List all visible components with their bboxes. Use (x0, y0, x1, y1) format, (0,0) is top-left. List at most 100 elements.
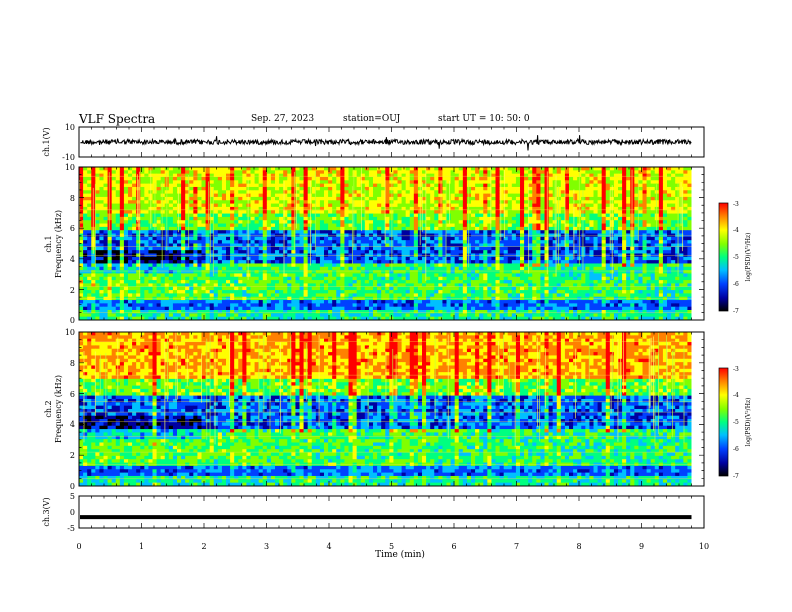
spec-cell (618, 186, 623, 191)
spec-cell (503, 243, 509, 248)
spec-cell (266, 250, 272, 254)
spec-cell (560, 216, 566, 221)
spec-cell (230, 233, 235, 238)
spec-cell (319, 250, 325, 254)
spec-cell (397, 246, 402, 251)
spec-cell (242, 210, 247, 214)
spec-cell (283, 180, 288, 185)
spec-cell (303, 240, 309, 244)
spec-cell (99, 203, 104, 208)
spec-cell (356, 206, 362, 211)
spec-cell (544, 206, 549, 211)
spec-cell (385, 240, 390, 244)
spec-cell (352, 233, 358, 238)
spec-cell (328, 253, 333, 258)
spec-cell (422, 226, 427, 231)
spec-cell (315, 250, 321, 254)
spec-cell (205, 263, 211, 268)
spec-cell (377, 230, 382, 234)
spec-cell (177, 190, 182, 195)
spec-cell (466, 200, 472, 204)
spec-cell (177, 266, 182, 271)
spec-cell (238, 260, 243, 264)
spec-cell (475, 216, 480, 221)
spec-cell (295, 176, 300, 181)
spec-cell (303, 183, 309, 188)
spec-cell (364, 266, 370, 271)
spec-cell (454, 216, 460, 221)
spec-cell (270, 186, 276, 191)
spec-cell (417, 167, 423, 171)
spec-cell (156, 276, 162, 281)
spec-cell (164, 253, 170, 258)
spec-cell (287, 263, 292, 268)
spec-cell (103, 173, 108, 178)
spec-cell (99, 243, 104, 248)
spec-cell (319, 260, 325, 264)
spec-cell (168, 266, 174, 271)
spec-cell (393, 270, 398, 274)
spec-cell (413, 170, 419, 175)
spec-cell (642, 253, 647, 258)
spec-cell (642, 210, 647, 214)
spec-cell (115, 250, 121, 254)
spec-cell (593, 240, 598, 244)
spec-cell (381, 190, 386, 195)
spec-cell (328, 263, 333, 268)
spec-cell (246, 273, 251, 278)
spec-cell (156, 183, 162, 188)
spec-cell (683, 190, 688, 195)
spec-cell (528, 180, 533, 185)
spec-cell (589, 226, 594, 231)
spec-cell (107, 246, 113, 251)
spec-cell (324, 260, 329, 264)
spec-cell (287, 216, 292, 221)
spec-cell (495, 260, 500, 264)
spec-cell (123, 173, 129, 178)
spec-cell (466, 256, 472, 261)
spec-cell (503, 256, 509, 261)
spec-cell (675, 226, 680, 231)
spec-cell (332, 250, 337, 254)
spec-cell (671, 190, 676, 195)
spec-cell (536, 196, 541, 201)
spec-cell (638, 210, 643, 214)
spec-cell (413, 176, 419, 181)
spec-cell (471, 253, 476, 258)
spec-cell (646, 250, 652, 254)
spec-cell (618, 196, 623, 201)
spec-cell (630, 226, 635, 231)
spec-cell (413, 263, 419, 268)
spec-cell (417, 273, 423, 278)
spec-cell (275, 226, 280, 231)
spec-cell (319, 216, 325, 221)
spec-cell (585, 183, 590, 188)
spec-cell (491, 196, 496, 201)
spec-cell (266, 246, 272, 251)
spec-cell (270, 203, 276, 208)
spec-cell (275, 220, 280, 224)
spec-cell (667, 170, 672, 175)
spec-cell (581, 183, 586, 188)
spec-cell (307, 206, 313, 211)
spec-cell (450, 193, 456, 198)
spec-cell (683, 253, 688, 258)
spec-cell (132, 253, 137, 258)
spec-cell (360, 263, 366, 268)
spec-cell (213, 273, 219, 278)
spec-cell (87, 203, 92, 208)
spec-cell (520, 213, 525, 218)
spec-cell (315, 176, 321, 181)
spec-cell (397, 173, 402, 178)
spec-cell (123, 250, 129, 254)
spec-cell (483, 216, 488, 221)
spec-cell (687, 270, 692, 274)
spec-cell (168, 260, 174, 264)
spec-cell (630, 260, 635, 264)
spec-cell (544, 167, 549, 171)
spec-cell (275, 256, 280, 261)
spec-cell (315, 256, 321, 261)
spec-cell (544, 173, 549, 178)
spec-cell (405, 223, 411, 228)
spec-cell (283, 250, 288, 254)
